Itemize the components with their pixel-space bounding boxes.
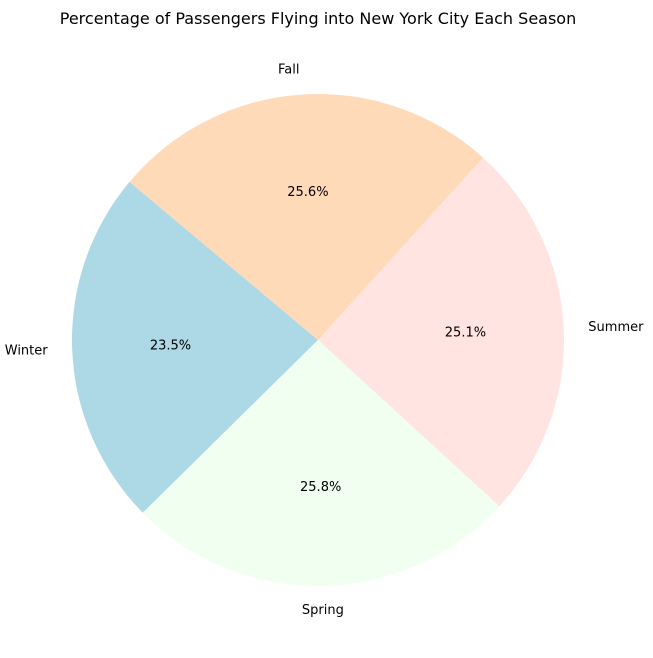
percent-label-fall: 25.6% [287, 185, 328, 200]
pie-labels: Winter 23.5% Spring 25.8% Summer 25.1% Fall 25.… [5, 63, 644, 619]
pie-slices [71, 93, 564, 586]
category-label-winter: Winter [5, 343, 49, 358]
pie-slice-winter [71, 181, 319, 513]
chart-title: Percentage of Passengers Flying into New… [59, 9, 577, 28]
pie-slice-summer [318, 157, 564, 507]
pie-slice-fall [129, 93, 484, 340]
category-label-fall: Fall [278, 63, 299, 78]
percent-label-spring: 25.8% [300, 480, 341, 495]
category-label-summer: Summer [588, 320, 644, 335]
pie-slice-spring [142, 340, 500, 586]
percent-label-winter: 23.5% [150, 338, 191, 353]
category-label-spring: Spring [302, 603, 344, 618]
percent-label-summer: 25.1% [445, 326, 486, 341]
